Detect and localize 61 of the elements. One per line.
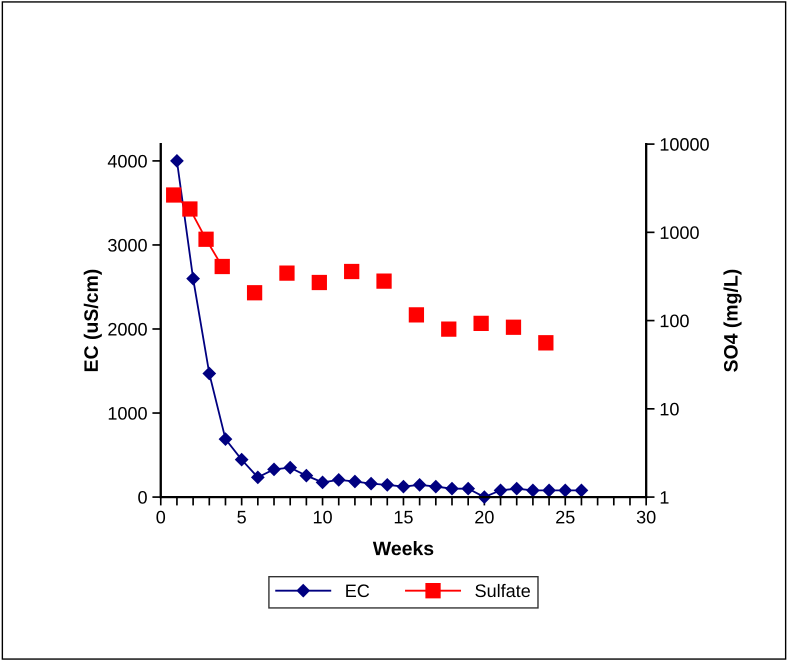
x-tick-label: 20 xyxy=(475,510,494,524)
legend-label: EC xyxy=(346,584,370,598)
point xyxy=(408,307,424,323)
y-tick-label: 1000 xyxy=(108,406,147,420)
y2-tick-label: 10000 xyxy=(660,138,709,151)
x-tick-label: 5 xyxy=(237,510,246,524)
y2-axis-title: SO4 (mg/L) xyxy=(723,270,742,372)
point xyxy=(473,316,489,332)
point xyxy=(246,285,262,300)
point xyxy=(429,480,442,494)
y2-tick-label: 1 xyxy=(660,491,669,504)
x-tick-label: 15 xyxy=(394,510,413,524)
point xyxy=(510,482,524,496)
point xyxy=(214,258,230,274)
x-tick-label: 25 xyxy=(556,510,575,524)
point xyxy=(235,453,248,466)
y-tick-label: 3000 xyxy=(108,238,147,252)
point xyxy=(251,470,264,484)
point xyxy=(445,482,459,496)
point xyxy=(413,478,426,492)
point xyxy=(441,321,456,337)
y-tick-label: 4000 xyxy=(108,154,147,168)
y-tick-label: 0 xyxy=(138,491,147,504)
point xyxy=(542,484,556,497)
point xyxy=(376,273,392,289)
point xyxy=(396,480,410,494)
point xyxy=(218,432,232,446)
point xyxy=(202,366,216,380)
point xyxy=(462,482,475,496)
x-tick-label: 10 xyxy=(314,510,332,524)
point xyxy=(279,265,295,281)
x-tick-label: 30 xyxy=(636,510,656,524)
point xyxy=(186,272,200,286)
y2-tick-label: 100 xyxy=(660,314,689,328)
point xyxy=(316,476,330,489)
point xyxy=(312,274,327,290)
point xyxy=(284,461,297,474)
x-tick-label: 0 xyxy=(156,510,166,524)
point xyxy=(348,474,362,488)
point xyxy=(526,484,540,497)
point xyxy=(267,462,281,476)
point xyxy=(380,478,394,492)
point xyxy=(166,187,182,203)
point xyxy=(332,473,346,486)
point xyxy=(182,201,198,217)
y2-tick-label: 10 xyxy=(660,402,679,416)
x-axis-title: Weeks xyxy=(372,540,434,556)
point xyxy=(574,484,588,497)
y-tick-label: 2000 xyxy=(108,322,147,336)
point xyxy=(538,335,554,350)
point xyxy=(506,320,522,335)
point xyxy=(494,484,508,497)
legend-label: Sulfate xyxy=(475,584,530,598)
point xyxy=(198,232,214,247)
point xyxy=(344,264,360,280)
point xyxy=(170,154,184,168)
y2-tick-label: 1000 xyxy=(660,226,699,240)
y-axis-title: EC (uS/cm) xyxy=(84,270,102,372)
point xyxy=(558,484,572,497)
point xyxy=(300,469,313,482)
point xyxy=(364,477,378,490)
